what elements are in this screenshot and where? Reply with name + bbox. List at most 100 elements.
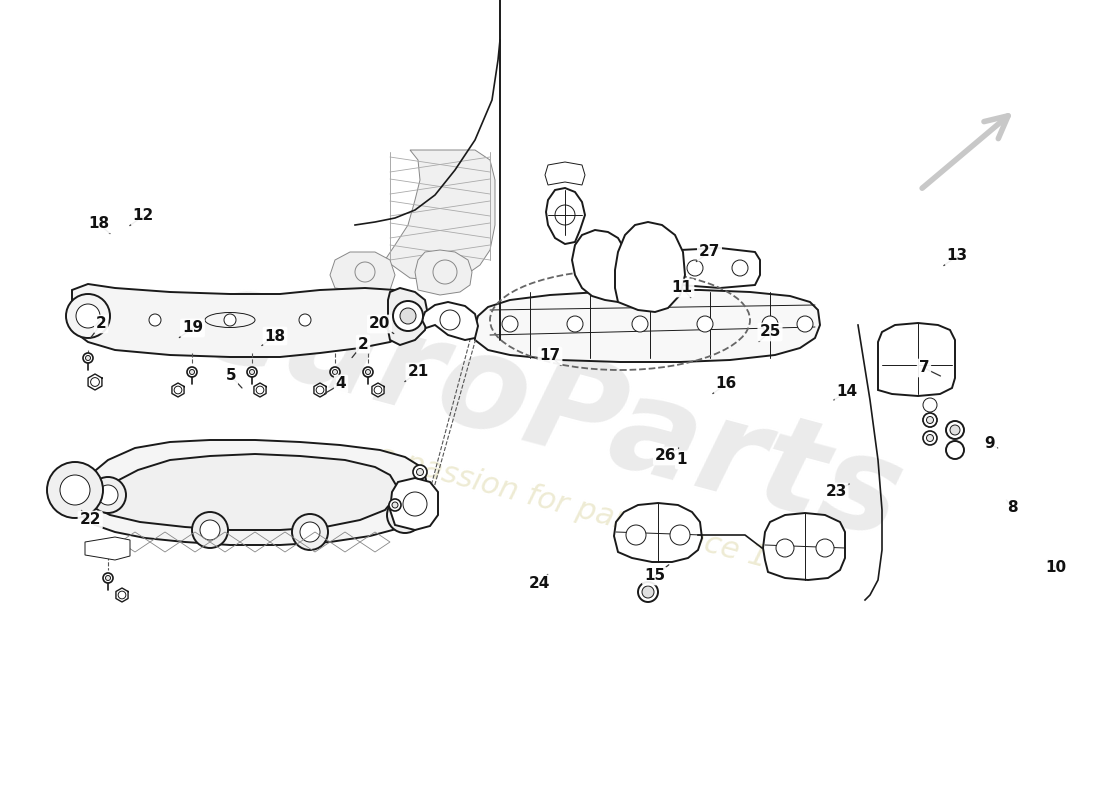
Circle shape [98,485,118,505]
Circle shape [923,431,937,445]
Circle shape [393,301,424,331]
Text: 18: 18 [88,217,110,231]
Circle shape [923,413,937,427]
Circle shape [106,575,110,581]
Polygon shape [88,374,102,390]
Circle shape [189,370,195,374]
Circle shape [502,316,518,332]
Polygon shape [390,478,438,530]
Text: 23: 23 [825,485,847,499]
Circle shape [670,525,690,545]
Circle shape [632,316,648,332]
Circle shape [316,386,323,394]
Circle shape [256,386,264,394]
Circle shape [365,370,371,374]
Circle shape [330,367,340,377]
Circle shape [103,573,113,583]
Circle shape [76,304,100,328]
Polygon shape [878,323,955,396]
Polygon shape [254,383,266,397]
Circle shape [392,502,398,508]
Text: 18: 18 [264,329,286,343]
Circle shape [688,260,703,276]
Ellipse shape [205,313,255,327]
Circle shape [90,477,126,513]
Text: 1: 1 [676,453,688,467]
Polygon shape [372,383,384,397]
Circle shape [400,308,416,324]
Circle shape [389,499,402,511]
Circle shape [66,294,110,338]
Circle shape [556,205,575,225]
Polygon shape [546,188,585,244]
Text: 2: 2 [96,317,107,331]
Circle shape [148,314,161,326]
Circle shape [946,421,964,439]
Text: 15: 15 [644,569,666,583]
Circle shape [248,367,257,377]
Circle shape [946,441,964,459]
Circle shape [224,314,236,326]
Circle shape [200,520,220,540]
Text: 19: 19 [182,321,204,335]
Circle shape [798,316,813,332]
Polygon shape [172,383,184,397]
Circle shape [923,413,937,427]
Text: 4: 4 [336,377,346,391]
Text: 24: 24 [528,577,550,591]
Circle shape [816,539,834,557]
Polygon shape [544,162,585,185]
Circle shape [90,378,99,386]
Polygon shape [116,588,128,602]
Text: 27: 27 [698,245,720,259]
Circle shape [412,465,427,479]
Circle shape [47,462,103,518]
Polygon shape [85,537,130,560]
Circle shape [697,316,713,332]
Polygon shape [330,252,395,295]
Circle shape [642,586,654,598]
Text: 11: 11 [671,281,693,295]
Circle shape [923,398,937,412]
Circle shape [187,367,197,377]
Polygon shape [72,440,428,545]
Polygon shape [422,302,478,340]
Text: 9: 9 [984,437,996,451]
Text: 22: 22 [79,513,101,527]
Text: 13: 13 [946,249,968,263]
Text: 14: 14 [836,385,858,399]
Polygon shape [314,383,326,397]
Text: a passion for parts since 1985: a passion for parts since 1985 [374,442,826,589]
Circle shape [387,497,424,533]
Circle shape [762,316,778,332]
Polygon shape [475,290,820,362]
Circle shape [403,492,427,516]
Polygon shape [85,454,396,530]
Circle shape [300,522,320,542]
Circle shape [355,262,375,282]
Circle shape [192,512,228,548]
Circle shape [60,475,90,505]
Polygon shape [572,230,628,302]
Circle shape [292,514,328,550]
Circle shape [440,310,460,330]
Circle shape [566,316,583,332]
Circle shape [395,505,415,525]
Circle shape [363,367,373,377]
Polygon shape [415,250,472,295]
Circle shape [732,260,748,276]
Text: 25: 25 [759,325,781,339]
Polygon shape [388,288,428,345]
Text: 17: 17 [539,349,561,363]
Polygon shape [72,284,420,357]
Text: 10: 10 [1045,561,1067,575]
Polygon shape [763,513,845,580]
Circle shape [626,525,646,545]
Circle shape [374,386,382,394]
Polygon shape [615,222,685,312]
Circle shape [299,314,311,326]
Text: 12: 12 [132,209,154,223]
Text: 2: 2 [358,337,368,351]
Polygon shape [614,503,702,562]
Text: 26: 26 [654,449,676,463]
